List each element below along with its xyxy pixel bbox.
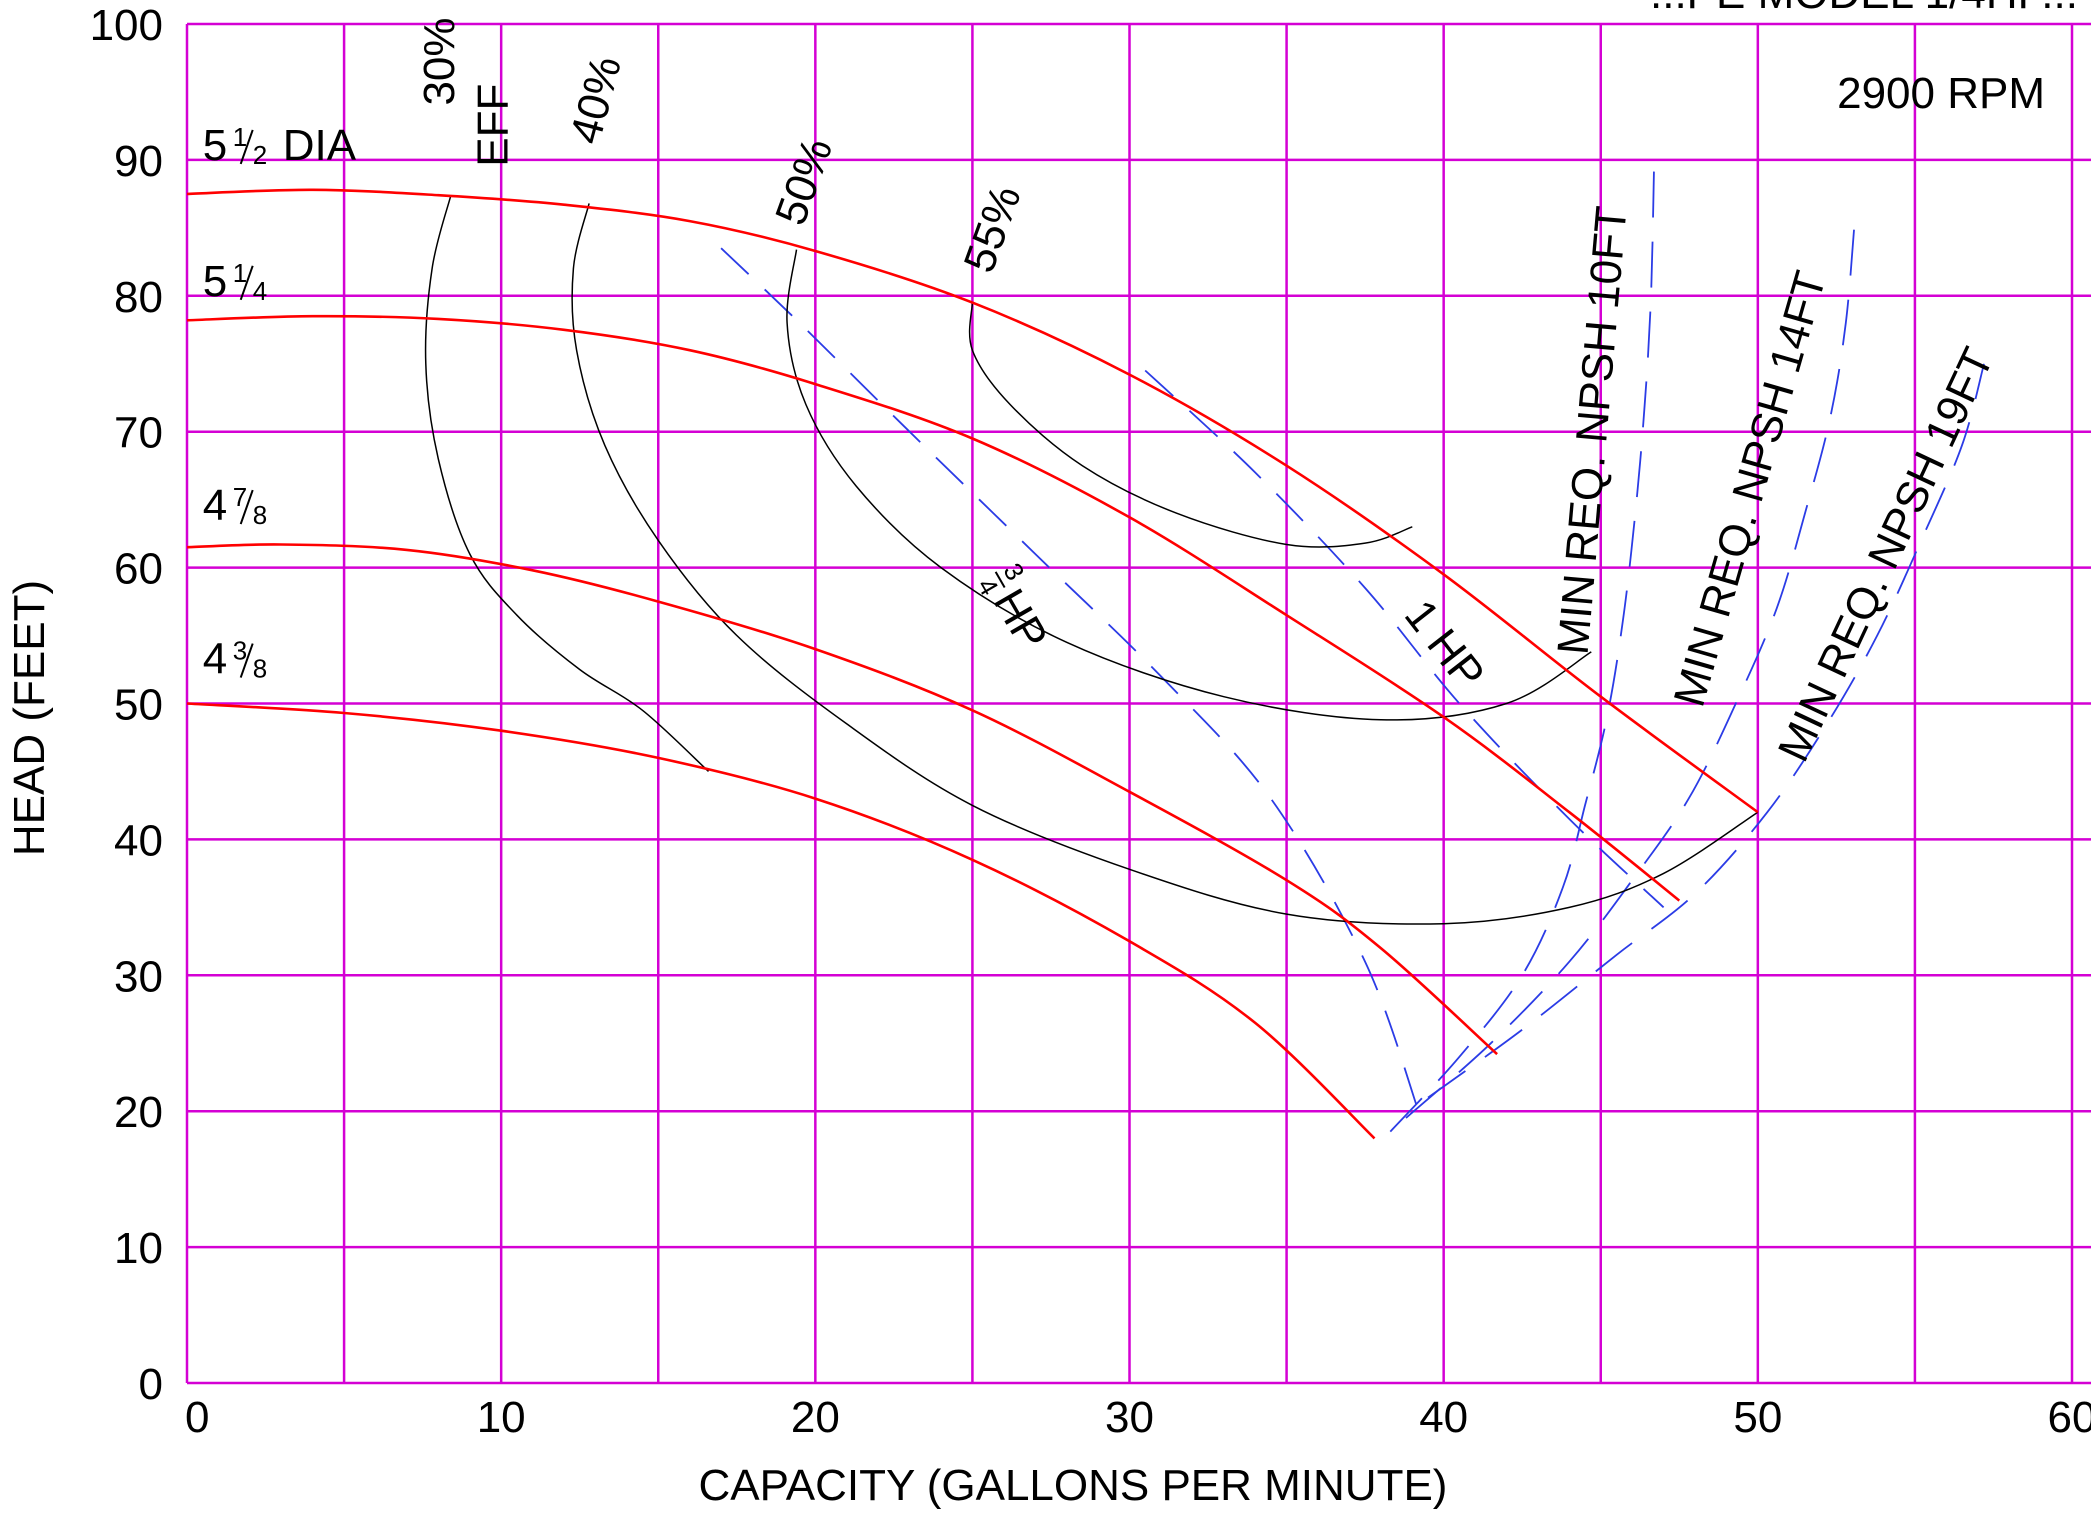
npsh-curve-label: MIN REQ. NPSH 14FT <box>1665 266 1836 712</box>
x-tick-label: 60 <box>2048 1393 2091 1442</box>
hp-label-text: 1 HP <box>1395 591 1494 698</box>
efficiency-curve-label: 55% <box>955 179 1031 279</box>
y-tick-label: 90 <box>114 137 163 186</box>
header-model-label: ...PE MODEL 1/4HP... <box>1650 0 2078 18</box>
fraction-slash <box>239 489 254 525</box>
hp-unit-label: HP <box>984 581 1057 658</box>
hp-curve <box>1144 369 1665 909</box>
y-tick-label: 70 <box>114 409 163 458</box>
y-tick-label: 10 <box>114 1224 163 1273</box>
npsh-curve-label: MIN REQ. NPSH 10FT <box>1549 204 1637 656</box>
efficiency-curve <box>968 302 1413 548</box>
y-tick-label: 20 <box>114 1088 163 1137</box>
speed-label: 2900 RPM <box>1837 69 2045 118</box>
impeller-diameter-numerator: 1 <box>233 258 247 288</box>
y-tick-label: 40 <box>114 816 163 865</box>
tick-labels: 0 10 20 30 40 50 60 0 10 20 30 40 50 60 70 80 90 100 <box>90 1 2091 1442</box>
y-tick-label: 50 <box>114 681 163 730</box>
impeller-diameter-whole: 5 <box>203 257 227 306</box>
x-tick-label: 40 <box>1419 1393 1468 1442</box>
fraction-bar <box>994 571 1006 588</box>
impeller-curve-label: 5 14 <box>203 257 267 306</box>
npsh-curves <box>1389 159 1985 1133</box>
x-tick-label: 10 <box>477 1393 526 1442</box>
y-tick-label: 0 <box>139 1360 163 1409</box>
x-tick-label: 0 <box>185 1393 209 1442</box>
y-tick-label: 80 <box>114 273 163 322</box>
horsepower-curves <box>720 247 1665 1112</box>
impeller-curve-label: 4 38 <box>203 635 267 684</box>
efficiency-curve <box>786 249 1592 721</box>
impeller-curve <box>186 702 1376 1140</box>
impeller-diameter-numerator: 3 <box>233 636 247 666</box>
efficiency-unit-label: EFF <box>468 84 517 167</box>
x-tick-label: 30 <box>1105 1393 1154 1442</box>
fraction-slash <box>239 643 254 678</box>
efficiency-curve <box>424 195 710 772</box>
y-tick-label: 30 <box>114 952 163 1001</box>
x-tick-label: 20 <box>791 1393 840 1442</box>
efficiency-curve-label: 50% <box>766 132 842 232</box>
impeller-curve <box>186 188 1759 814</box>
npsh-curve <box>1389 159 1656 1133</box>
impeller-diameter-whole: 4 <box>203 481 227 530</box>
impeller-curve-label: 4 78 <box>203 481 267 530</box>
efficiency-curve-label: 30% <box>415 17 464 105</box>
impeller-diameter-unit: DIA <box>283 121 357 170</box>
x-tick-label: 50 <box>1733 1393 1782 1442</box>
x-axis-title: CAPACITY (GALLONS PER MINUTE) <box>699 1461 1448 1510</box>
npsh-curve <box>1427 363 1985 1099</box>
fraction-slash <box>239 129 254 165</box>
npsh-curve <box>1405 214 1857 1119</box>
impeller-diameter-denominator: 8 <box>253 500 267 530</box>
hp-curve-label: 1 HP <box>1395 591 1494 698</box>
y-tick-label: 100 <box>90 1 163 50</box>
efficiency-curve <box>571 203 1759 925</box>
impeller-diameter-denominator: 2 <box>253 140 267 170</box>
impeller-diameter-numerator: 1 <box>233 122 247 152</box>
impeller-diameter-whole: 5 <box>203 121 227 170</box>
efficiency-curves <box>424 195 1759 925</box>
impeller-curve-label: 5 12 DIA <box>203 121 357 170</box>
impeller-curves <box>186 188 1759 1140</box>
impeller-diameter-numerator: 7 <box>233 482 247 512</box>
efficiency-curve-label: 40% <box>561 51 631 149</box>
impeller-diameter-whole: 4 <box>203 635 227 684</box>
impeller-diameter-denominator: 8 <box>253 654 267 684</box>
grid <box>185 22 2091 1385</box>
impeller-curve <box>186 543 1498 1056</box>
hp-curve <box>720 247 1420 1112</box>
y-tick-label: 60 <box>114 545 163 594</box>
y-axis-title: HEAD (FEET) <box>5 580 54 856</box>
impeller-curve <box>186 314 1681 902</box>
fraction-slash <box>239 265 254 301</box>
impeller-diameter-denominator: 4 <box>253 276 267 306</box>
